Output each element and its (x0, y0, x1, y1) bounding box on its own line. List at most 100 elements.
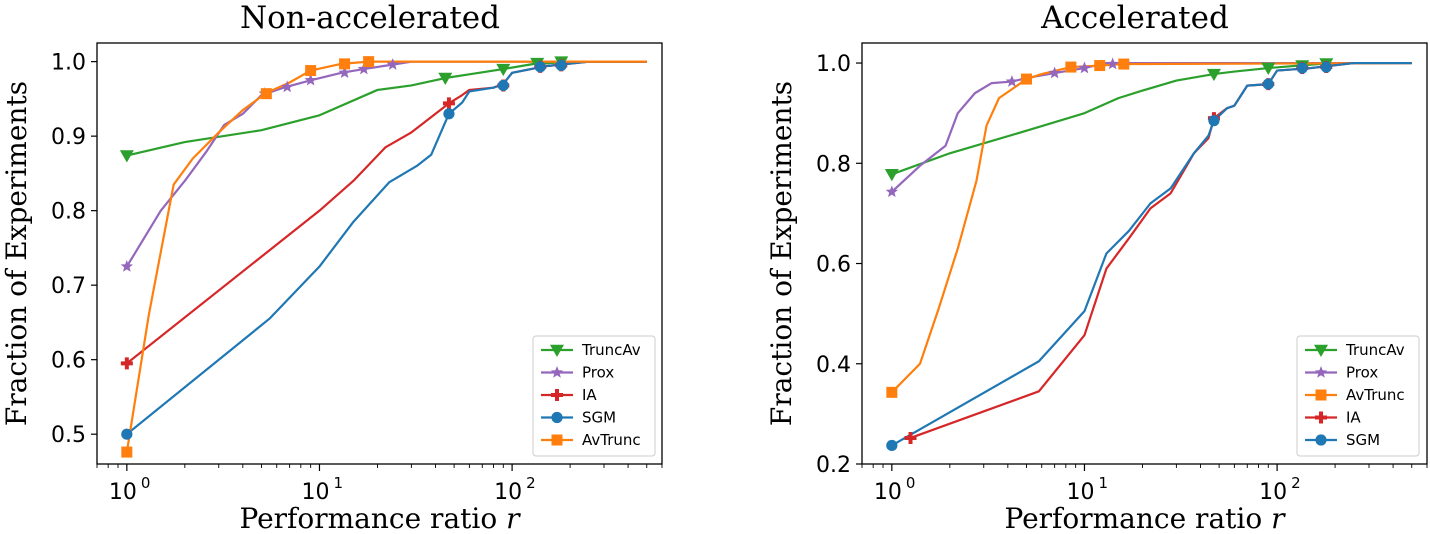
data-point-avtrunc (305, 65, 317, 77)
data-point-sgm (534, 61, 546, 73)
data-point-prox (1106, 57, 1119, 70)
plot-area-frame (861, 42, 1428, 465)
legend-marker (551, 389, 563, 401)
data-point-avtrunc (886, 386, 898, 398)
series-markers-avtrunc (121, 56, 375, 458)
legend-marker (551, 434, 563, 446)
legend-entry-truncav: TruncAv (1305, 341, 1405, 359)
data-point-truncav (119, 150, 134, 163)
legend-marker (1315, 411, 1327, 424)
data-point-avtrunc (1065, 61, 1077, 73)
legend-label: SGM (582, 409, 616, 427)
series-markers-sgm (121, 59, 567, 440)
legend: TruncAv Prox IA SGM AvTrunc (532, 335, 656, 457)
legend-label: TruncAv (1345, 341, 1405, 359)
y-tick-label: 1.0 (816, 52, 851, 77)
y-tick-label: 0.5 (51, 423, 86, 448)
series-markers-truncav (884, 58, 1334, 182)
series-line-sgm (891, 61, 1412, 447)
data-point-prox (357, 62, 371, 75)
data-point-avtrunc (1020, 73, 1032, 85)
x-axis-label: Performance ratio r (1004, 502, 1286, 534)
data-point-avtrunc (339, 58, 351, 70)
legend-entry-avtrunc: AvTrunc (541, 431, 641, 449)
data-point-truncav (1261, 62, 1276, 76)
data-point-sgm (555, 59, 567, 71)
data-point-prox (1048, 66, 1061, 79)
series-markers-prox (885, 57, 1119, 198)
data-point-prox (1005, 75, 1019, 87)
y-tick-label: 0.6 (816, 253, 851, 278)
legend-entry-prox: Prox (541, 364, 614, 382)
legend-marker (551, 411, 563, 424)
x-tick-label: 10 (1259, 480, 1287, 505)
chart-title: Accelerated (1040, 0, 1229, 36)
legend-frame (532, 335, 656, 457)
legend-label: SGM (1346, 431, 1380, 449)
x-tick-label: 10 (301, 480, 329, 505)
legend-marker (1314, 366, 1328, 378)
legend-entry-sgm: SGM (541, 409, 616, 427)
legend-label: AvTrunc (582, 431, 641, 449)
legend-label: Prox (1346, 364, 1378, 382)
data-point-sgm (443, 108, 455, 120)
x-tick-exponent: 2 (526, 474, 536, 492)
data-point-sgm (497, 79, 509, 92)
series-line-ia (126, 60, 647, 365)
data-point-avtrunc (260, 88, 272, 100)
x-tick-exponent: 0 (906, 474, 916, 492)
legend-marker (1315, 389, 1327, 401)
legend-entry-avtrunc: AvTrunc (1305, 386, 1405, 404)
series-line-truncav (891, 61, 1412, 176)
y-tick-label: 0.8 (816, 152, 851, 177)
data-point-prox (885, 185, 899, 198)
x-tick-label: 10 (874, 480, 902, 505)
series-line-sgm (126, 60, 647, 436)
data-point-ia (904, 431, 917, 444)
legend-entry-prox: Prox (1305, 364, 1378, 382)
plot-area-frame (96, 42, 663, 465)
data-point-avtrunc (1094, 60, 1106, 72)
x-tick-label: 10 (109, 480, 137, 505)
legend: TruncAv Prox AvTrunc IA SGM (1296, 335, 1420, 457)
legend-marker (1314, 344, 1328, 357)
data-point-ia (442, 97, 455, 110)
y-tick-label: 0.7 (51, 274, 86, 299)
data-point-avtrunc (121, 446, 133, 458)
legend-label: AvTrunc (1346, 386, 1405, 404)
legend-marker (550, 366, 564, 378)
x-tick-label: 10 (494, 480, 522, 505)
y-tick-label: 0.8 (51, 200, 86, 225)
y-axis-label: Fraction of Experiments (765, 81, 798, 426)
x-tick-exponent: 0 (141, 474, 151, 492)
legend-frame (1296, 335, 1420, 457)
series-markers-avtrunc (886, 58, 1130, 398)
x-axis-label: Performance ratio r (239, 502, 521, 534)
x-tick-label: 10 (1066, 480, 1094, 505)
data-point-sgm (121, 428, 133, 440)
x-tick-exponent: 1 (333, 474, 343, 492)
legend-marker (550, 344, 564, 357)
data-point-sgm (1296, 62, 1308, 74)
y-tick-label: 1.0 (51, 51, 86, 76)
data-point-prox (338, 66, 351, 79)
data-point-prox (386, 58, 399, 70)
y-tick-label: 0.4 (816, 353, 851, 378)
legend-entry-ia: IA (1305, 409, 1361, 427)
data-point-truncav (496, 63, 511, 77)
x-tick-exponent: 1 (1098, 474, 1108, 492)
legend-label: IA (582, 386, 597, 404)
legend-label: IA (1346, 409, 1361, 427)
x-axis-variable: r (1271, 502, 1286, 534)
y-tick-label: 0.9 (51, 125, 86, 150)
y-axis-label: Fraction of Experiments (0, 81, 33, 426)
chart-title: Non-accelerated (240, 0, 500, 36)
data-point-truncav (1206, 68, 1221, 82)
y-tick-label: 0.6 (51, 349, 86, 374)
series-markers-ia (120, 59, 568, 370)
legend-label: Prox (582, 364, 614, 382)
data-point-truncav (438, 72, 453, 86)
